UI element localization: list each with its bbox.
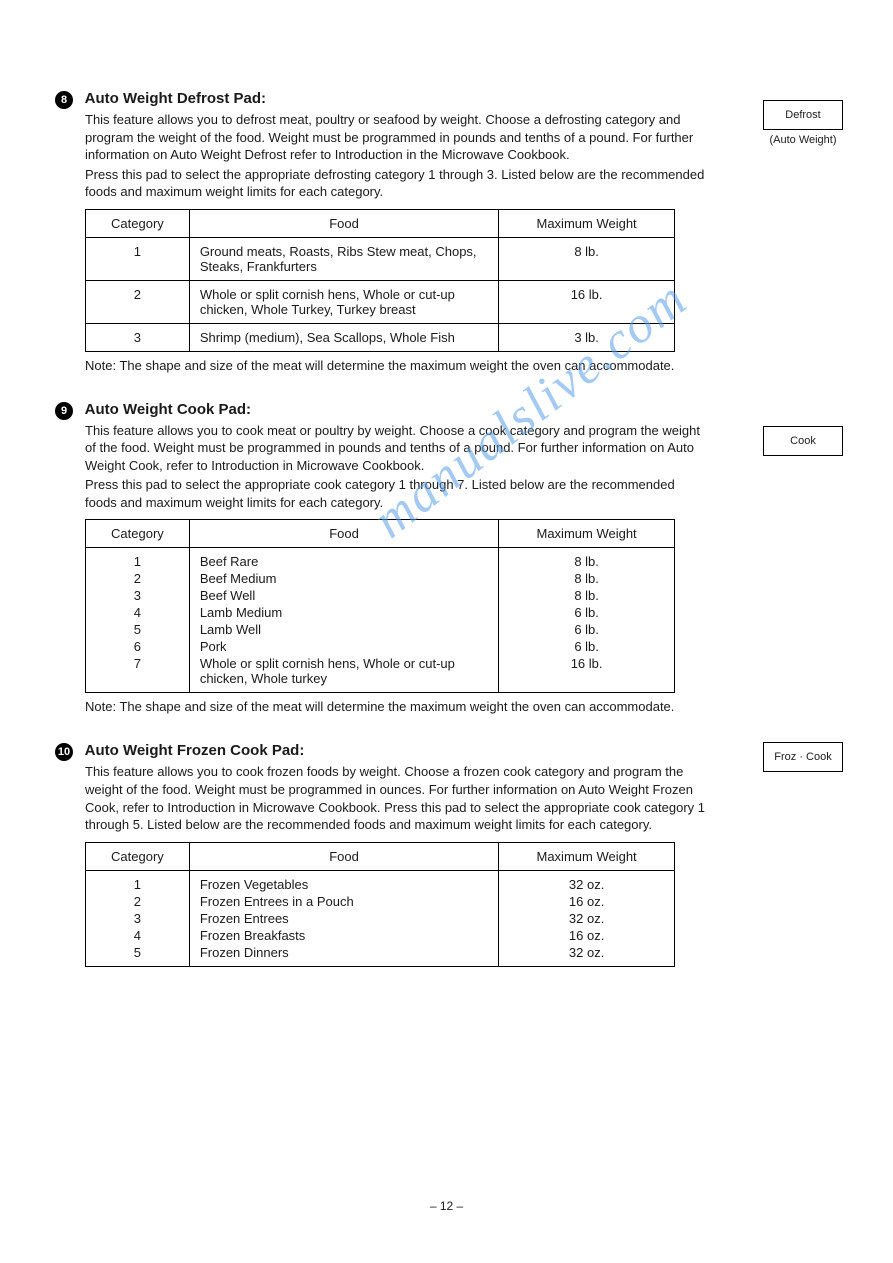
- cell: 16 oz.: [499, 893, 675, 910]
- frozen-cook-pad-icon: Froz · Cook: [763, 742, 843, 772]
- cell: 6 lb.: [499, 638, 675, 655]
- cell: 7: [86, 655, 190, 693]
- section-cook: Cook 9 Auto Weight Cook Pad: This featur…: [55, 401, 853, 715]
- th-food: Food: [189, 520, 498, 548]
- cell: Whole or split cornish hens, Whole or cu…: [189, 655, 498, 693]
- paragraph-frozen-cook: This feature allows you to cook frozen f…: [85, 763, 705, 833]
- cell: Pork: [189, 638, 498, 655]
- cell: Frozen Entrees in a Pouch: [189, 893, 498, 910]
- table-row: 1Beef Rare8 lb.: [86, 548, 675, 571]
- cell: Frozen Entrees: [189, 910, 498, 927]
- table-row: 5Lamb Well6 lb.: [86, 621, 675, 638]
- cell: 6 lb.: [499, 621, 675, 638]
- table-row: 1 Ground meats, Roasts, Ribs Stew meat, …: [86, 237, 675, 280]
- cell: 1: [86, 870, 190, 893]
- cell: Shrimp (medium), Sea Scallops, Whole Fis…: [189, 323, 498, 351]
- cell: 32 oz.: [499, 944, 675, 967]
- cell: Lamb Medium: [189, 604, 498, 621]
- table-row: 6Pork6 lb.: [86, 638, 675, 655]
- table-row: 1Frozen Vegetables32 oz.: [86, 870, 675, 893]
- bullet-9: 9: [55, 402, 73, 420]
- heading-frozen-cook: Auto Weight Frozen Cook Pad:: [85, 742, 305, 759]
- cell: 2: [86, 893, 190, 910]
- cell: 5: [86, 621, 190, 638]
- cell: 8 lb.: [499, 570, 675, 587]
- table-row: 2Frozen Entrees in a Pouch16 oz.: [86, 893, 675, 910]
- th-weight: Maximum Weight: [499, 842, 675, 870]
- table-row: 2 Whole or split cornish hens, Whole or …: [86, 280, 675, 323]
- cell: Whole or split cornish hens, Whole or cu…: [189, 280, 498, 323]
- table-row: 7Whole or split cornish hens, Whole or c…: [86, 655, 675, 693]
- th-category: Category: [86, 209, 190, 237]
- cell: 5: [86, 944, 190, 967]
- cell: Beef Medium: [189, 570, 498, 587]
- cell: 6: [86, 638, 190, 655]
- frozen-cook-pad-label: Froz · Cook: [763, 742, 843, 772]
- th-food: Food: [189, 842, 498, 870]
- defrost-pad-label: Defrost: [763, 100, 843, 130]
- page-number: – 12 –: [430, 1199, 463, 1213]
- cell: 16 lb.: [499, 655, 675, 693]
- defrost-pad-icon: Defrost (Auto Weight): [763, 100, 843, 146]
- paragraph-cook-2: Press this pad to select the appropriate…: [85, 476, 705, 511]
- bullet-8: 8: [55, 91, 73, 109]
- cell: 16 lb.: [499, 280, 675, 323]
- paragraph-cook-1: This feature allows you to cook meat or …: [85, 422, 705, 475]
- cell: Beef Well: [189, 587, 498, 604]
- th-category: Category: [86, 842, 190, 870]
- cell: 2: [86, 570, 190, 587]
- table-frozen-cook: Category Food Maximum Weight 1Frozen Veg…: [85, 842, 675, 967]
- cell: Beef Rare: [189, 548, 498, 571]
- table-row: 3Beef Well8 lb.: [86, 587, 675, 604]
- note-cook: Note: The shape and size of the meat wil…: [85, 699, 853, 714]
- cell: 3 lb.: [499, 323, 675, 351]
- cell: 3: [86, 910, 190, 927]
- cell: Lamb Well: [189, 621, 498, 638]
- note-defrost: Note: The shape and size of the meat wil…: [85, 358, 853, 373]
- heading-defrost: Auto Weight Defrost Pad:: [85, 90, 266, 107]
- cell: 1: [86, 548, 190, 571]
- cell: 3: [86, 587, 190, 604]
- cell: 6 lb.: [499, 604, 675, 621]
- table-row: 5Frozen Dinners32 oz.: [86, 944, 675, 967]
- defrost-pad-sublabel: (Auto Weight): [763, 134, 843, 146]
- cell: Ground meats, Roasts, Ribs Stew meat, Ch…: [189, 237, 498, 280]
- cell: 8 lb.: [499, 587, 675, 604]
- cell: 2: [86, 280, 190, 323]
- cell: Frozen Dinners: [189, 944, 498, 967]
- table-row: 4Lamb Medium6 lb.: [86, 604, 675, 621]
- cook-pad-label: Cook: [763, 426, 843, 456]
- table-row: 2Beef Medium8 lb.: [86, 570, 675, 587]
- cell: 8 lb.: [499, 237, 675, 280]
- th-food: Food: [189, 209, 498, 237]
- paragraph-defrost-2: Press this pad to select the appropriate…: [85, 166, 705, 201]
- cell: 4: [86, 604, 190, 621]
- th-weight: Maximum Weight: [499, 520, 675, 548]
- table-row: 3 Shrimp (medium), Sea Scallops, Whole F…: [86, 323, 675, 351]
- cell: 32 oz.: [499, 870, 675, 893]
- heading-cook: Auto Weight Cook Pad:: [85, 401, 251, 418]
- table-defrost: Category Food Maximum Weight 1 Ground me…: [85, 209, 675, 352]
- cell: Frozen Vegetables: [189, 870, 498, 893]
- cell: 4: [86, 927, 190, 944]
- cell: 16 oz.: [499, 927, 675, 944]
- cell: Frozen Breakfasts: [189, 927, 498, 944]
- cell: 1: [86, 237, 190, 280]
- cell: 3: [86, 323, 190, 351]
- cell: 8 lb.: [499, 548, 675, 571]
- paragraph-defrost-1: This feature allows you to defrost meat,…: [85, 111, 705, 164]
- table-row: 4Frozen Breakfasts16 oz.: [86, 927, 675, 944]
- section-frozen-cook: Froz · Cook 10 Auto Weight Frozen Cook P…: [55, 742, 853, 966]
- section-defrost: Defrost (Auto Weight) 8 Auto Weight Defr…: [55, 90, 853, 373]
- th-weight: Maximum Weight: [499, 209, 675, 237]
- th-category: Category: [86, 520, 190, 548]
- cook-pad-icon: Cook: [763, 426, 843, 456]
- table-row: 3Frozen Entrees32 oz.: [86, 910, 675, 927]
- manual-page: manualslive.com Defrost (Auto Weight) 8 …: [0, 0, 893, 1263]
- cell: 32 oz.: [499, 910, 675, 927]
- table-cook: Category Food Maximum Weight 1Beef Rare8…: [85, 519, 675, 693]
- bullet-10: 10: [55, 743, 73, 761]
